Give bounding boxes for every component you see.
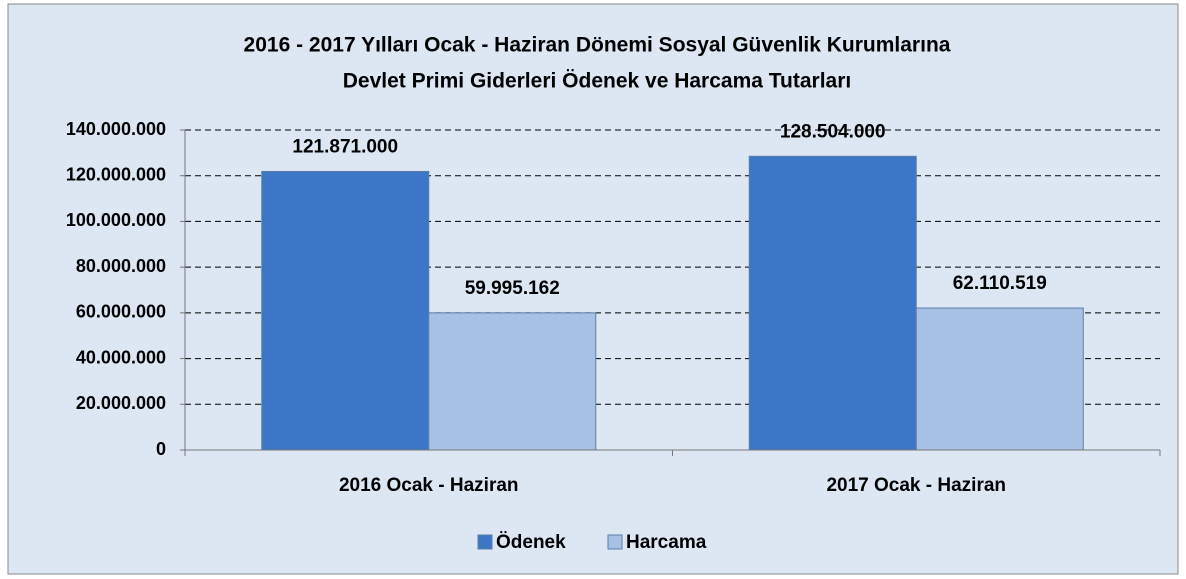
legend-label: Harcama: [626, 532, 707, 553]
x-tick-label: 2016 Ocak - Haziran: [339, 475, 519, 496]
y-tick-label: 100.000.000: [66, 210, 166, 230]
data-label: 128.504.000: [780, 121, 886, 142]
chart-title: Devlet Primi Giderleri Ödenek ve Harcama…: [343, 70, 852, 93]
data-label: 121.871.000: [292, 136, 398, 157]
legend-swatch: [607, 534, 623, 550]
chart-title: 2016 - 2017 Yılları Ocak - Haziran Dönem…: [244, 34, 951, 57]
legend-label: Ödenek: [496, 532, 566, 553]
y-tick-label: 80.000.000: [76, 256, 166, 276]
bar: [261, 170, 430, 451]
y-tick-label: 120.000.000: [66, 164, 166, 184]
y-tick-label: 140.000.000: [66, 119, 166, 139]
data-label: 62.110.519: [953, 273, 1047, 294]
bar: [748, 155, 917, 451]
data-label: 59.995.162: [465, 278, 560, 299]
y-tick-label: 0: [156, 439, 166, 459]
legend-swatch: [477, 534, 493, 550]
y-tick-label: 60.000.000: [76, 302, 166, 322]
x-tick-label: 2017 Ocak - Haziran: [826, 475, 1006, 496]
bar: [428, 312, 597, 451]
bar: [915, 307, 1084, 451]
y-tick-label: 40.000.000: [76, 347, 166, 367]
y-tick-label: 20.000.000: [76, 393, 166, 413]
chart-background: [7, 3, 1179, 575]
